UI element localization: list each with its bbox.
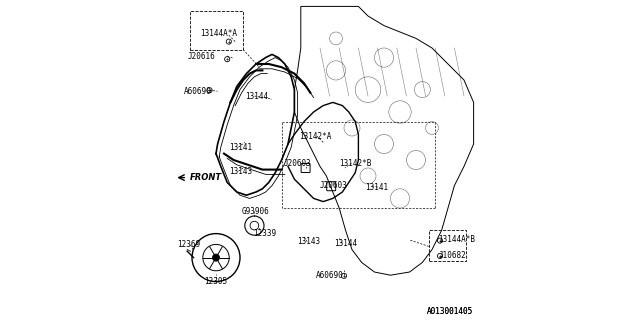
Text: 12305: 12305	[204, 277, 228, 286]
Text: J20603: J20603	[320, 181, 348, 190]
Text: FRONT: FRONT	[189, 173, 221, 182]
Text: 13141: 13141	[365, 183, 388, 192]
Text: 13143: 13143	[298, 237, 321, 246]
Circle shape	[212, 254, 220, 261]
Text: A013001405: A013001405	[428, 308, 474, 316]
Text: 12339: 12339	[253, 229, 276, 238]
Text: A60690: A60690	[184, 87, 212, 96]
Text: 13141: 13141	[229, 143, 252, 152]
Text: 13144: 13144	[245, 92, 268, 100]
Text: J20603: J20603	[283, 159, 311, 168]
Text: 13144A*B: 13144A*B	[438, 236, 476, 244]
Text: 13144A*A: 13144A*A	[200, 29, 237, 38]
Text: 12369: 12369	[178, 240, 201, 249]
Text: 13144: 13144	[334, 239, 358, 248]
Text: 13142*A: 13142*A	[300, 132, 332, 140]
Text: A60690: A60690	[316, 271, 344, 280]
Text: A013001405: A013001405	[428, 308, 474, 316]
Text: J20616: J20616	[187, 52, 215, 60]
Text: J10682: J10682	[438, 252, 466, 260]
Text: 13143: 13143	[229, 167, 252, 176]
Text: G93906: G93906	[242, 207, 269, 216]
Text: 13142*B: 13142*B	[339, 159, 372, 168]
